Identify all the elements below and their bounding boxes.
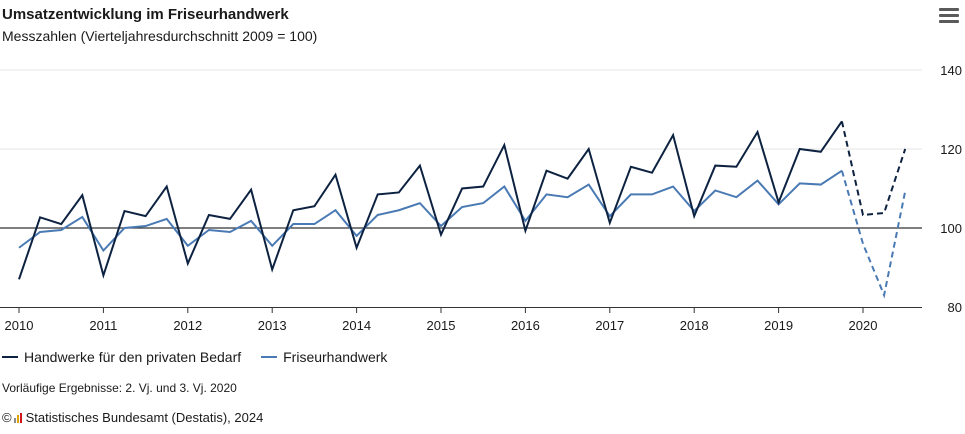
y-tick-label: 120 <box>940 142 962 157</box>
y-tick-label: 100 <box>940 221 962 236</box>
x-tick-label: 2014 <box>342 318 371 333</box>
y-axis-labels: 80 100 120 140 <box>940 63 962 315</box>
series-line-provisional-handwerke <box>840 121 907 217</box>
x-tick-label: 2017 <box>595 318 624 333</box>
x-tick-label: 2012 <box>173 318 202 333</box>
legend-item-friseurhandwerk[interactable]: Friseurhandwerk <box>261 349 387 365</box>
x-tick-label: 2011 <box>89 318 117 333</box>
x-tick-label: 2013 <box>258 318 287 333</box>
series-line-handwerke <box>18 120 843 280</box>
x-tick-label: 2015 <box>427 318 456 333</box>
y-tick-label: 80 <box>948 300 962 315</box>
x-axis: 2010 2011 2012 2013 2014 2015 2016 2017 2018 2019… <box>0 307 922 333</box>
x-tick-label: 2019 <box>764 318 793 333</box>
legend-label: Friseurhandwerk <box>283 349 388 365</box>
series-lines <box>18 120 907 299</box>
source-credit: © Statistisches Bundesamt (Destatis), 20… <box>2 410 263 425</box>
source-text: Statistisches Bundesamt (Destatis), 2024 <box>25 410 264 425</box>
destatis-logo-icon <box>13 412 22 423</box>
line-chart: 80 100 120 140 2010 2011 2012 2013 2014 2015 2016… <box>0 63 962 333</box>
x-tick-label: 2020 <box>849 318 878 333</box>
x-tick-label: 2018 <box>680 318 709 333</box>
legend-swatch <box>2 356 18 358</box>
gridlines <box>0 69 922 229</box>
series-line-provisional-friseurhandwerk <box>840 170 907 299</box>
legend-label: Handwerke für den privaten Bedarf <box>24 349 242 365</box>
menu-bar <box>939 8 959 11</box>
chart-title: Umsatzentwicklung im Friseurhandwerk <box>2 6 289 23</box>
copyright-symbol: © <box>2 410 12 425</box>
y-tick-label: 140 <box>940 63 962 78</box>
legend-item-handwerke[interactable]: Handwerke für den privaten Bedarf <box>2 349 241 365</box>
menu-bar <box>939 14 959 17</box>
x-tick-label: 2016 <box>511 318 540 333</box>
legend: Handwerke für den privaten Bedarf Friseu… <box>2 349 387 365</box>
series-line-friseurhandwerk <box>18 169 843 253</box>
footnote: Vorläufige Ergebnisse: 2. Vj. und 3. Vj.… <box>2 381 237 395</box>
legend-swatch <box>261 356 278 358</box>
menu-bar <box>939 20 959 23</box>
chart-subtitle: Messzahlen (Vierteljahresdurchschnitt 20… <box>2 28 318 44</box>
hamburger-menu-icon[interactable] <box>939 8 959 26</box>
x-tick-label: 2010 <box>5 318 34 333</box>
